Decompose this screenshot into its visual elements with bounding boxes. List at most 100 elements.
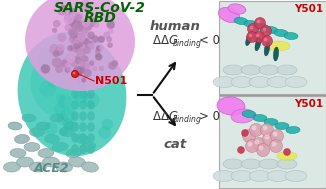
Circle shape <box>264 135 270 139</box>
Circle shape <box>82 61 91 70</box>
Ellipse shape <box>267 77 289 88</box>
Circle shape <box>72 36 82 46</box>
Ellipse shape <box>259 65 279 75</box>
Circle shape <box>52 28 57 33</box>
Circle shape <box>81 56 87 62</box>
Circle shape <box>86 41 93 48</box>
Circle shape <box>89 61 94 66</box>
Circle shape <box>83 21 93 31</box>
Circle shape <box>66 15 72 21</box>
Circle shape <box>87 32 95 39</box>
Ellipse shape <box>4 162 21 172</box>
Ellipse shape <box>24 143 40 152</box>
Circle shape <box>254 32 264 43</box>
Ellipse shape <box>29 128 45 136</box>
Circle shape <box>69 35 78 43</box>
Ellipse shape <box>36 122 50 130</box>
Text: $\Delta\Delta \mathit{G}$: $\Delta\Delta \mathit{G}$ <box>152 35 179 47</box>
Circle shape <box>68 8 75 15</box>
Circle shape <box>243 129 256 143</box>
Ellipse shape <box>254 23 268 31</box>
Circle shape <box>262 125 268 130</box>
Circle shape <box>73 68 82 77</box>
Ellipse shape <box>52 143 68 152</box>
Circle shape <box>80 62 84 66</box>
Circle shape <box>68 29 75 36</box>
Circle shape <box>39 80 56 97</box>
Ellipse shape <box>274 29 288 36</box>
Ellipse shape <box>82 162 98 172</box>
Ellipse shape <box>17 157 34 167</box>
Ellipse shape <box>50 114 64 122</box>
Circle shape <box>74 89 88 103</box>
Ellipse shape <box>80 90 86 98</box>
Circle shape <box>53 20 60 27</box>
Ellipse shape <box>264 42 270 56</box>
Ellipse shape <box>80 145 86 153</box>
Circle shape <box>59 36 65 42</box>
Circle shape <box>75 24 83 32</box>
Circle shape <box>71 36 80 44</box>
Circle shape <box>71 60 78 67</box>
Circle shape <box>238 146 244 153</box>
Circle shape <box>98 126 111 139</box>
Ellipse shape <box>75 134 89 144</box>
Circle shape <box>78 28 87 37</box>
Circle shape <box>109 63 115 69</box>
Ellipse shape <box>217 97 245 115</box>
Text: $\mathit{binding}$: $\mathit{binding}$ <box>172 114 202 126</box>
Ellipse shape <box>64 122 78 130</box>
Ellipse shape <box>29 162 47 172</box>
Circle shape <box>247 142 253 146</box>
Circle shape <box>55 65 63 73</box>
Circle shape <box>58 7 67 15</box>
Ellipse shape <box>274 47 278 61</box>
Circle shape <box>261 36 273 46</box>
Circle shape <box>85 2 91 8</box>
Circle shape <box>80 47 84 51</box>
Text: RBD: RBD <box>84 11 116 25</box>
Circle shape <box>58 9 63 15</box>
Ellipse shape <box>71 133 79 143</box>
Circle shape <box>52 58 62 67</box>
Circle shape <box>48 79 55 87</box>
Circle shape <box>94 22 99 28</box>
Circle shape <box>247 23 259 35</box>
Circle shape <box>55 68 67 80</box>
Circle shape <box>66 54 76 64</box>
Circle shape <box>76 20 82 26</box>
Text: ACE2: ACE2 <box>34 162 70 175</box>
Circle shape <box>95 49 100 54</box>
Circle shape <box>82 78 86 83</box>
Circle shape <box>253 138 265 150</box>
Circle shape <box>256 34 259 37</box>
Circle shape <box>270 139 283 153</box>
Circle shape <box>98 36 105 43</box>
Circle shape <box>73 72 75 74</box>
Circle shape <box>242 129 248 136</box>
Ellipse shape <box>87 145 95 153</box>
Circle shape <box>107 20 115 29</box>
Ellipse shape <box>286 126 300 133</box>
Circle shape <box>104 32 110 38</box>
Ellipse shape <box>87 133 95 143</box>
Circle shape <box>95 52 100 57</box>
Circle shape <box>65 67 70 73</box>
Circle shape <box>94 20 98 24</box>
Text: $\Delta\Delta \mathit{G}$: $\Delta\Delta \mathit{G}$ <box>152 111 179 123</box>
Circle shape <box>78 62 92 75</box>
Ellipse shape <box>38 149 54 157</box>
Ellipse shape <box>275 122 289 129</box>
Circle shape <box>257 20 260 23</box>
Circle shape <box>257 143 270 156</box>
Circle shape <box>77 34 85 43</box>
Circle shape <box>249 34 252 37</box>
Circle shape <box>80 24 89 34</box>
Circle shape <box>71 70 79 77</box>
Ellipse shape <box>213 77 235 88</box>
Circle shape <box>73 20 81 28</box>
Circle shape <box>96 45 102 51</box>
Circle shape <box>99 46 104 50</box>
Circle shape <box>109 29 113 33</box>
Ellipse shape <box>284 33 298 40</box>
